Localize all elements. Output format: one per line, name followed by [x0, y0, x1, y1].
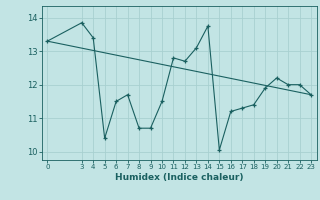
X-axis label: Humidex (Indice chaleur): Humidex (Indice chaleur): [115, 173, 244, 182]
